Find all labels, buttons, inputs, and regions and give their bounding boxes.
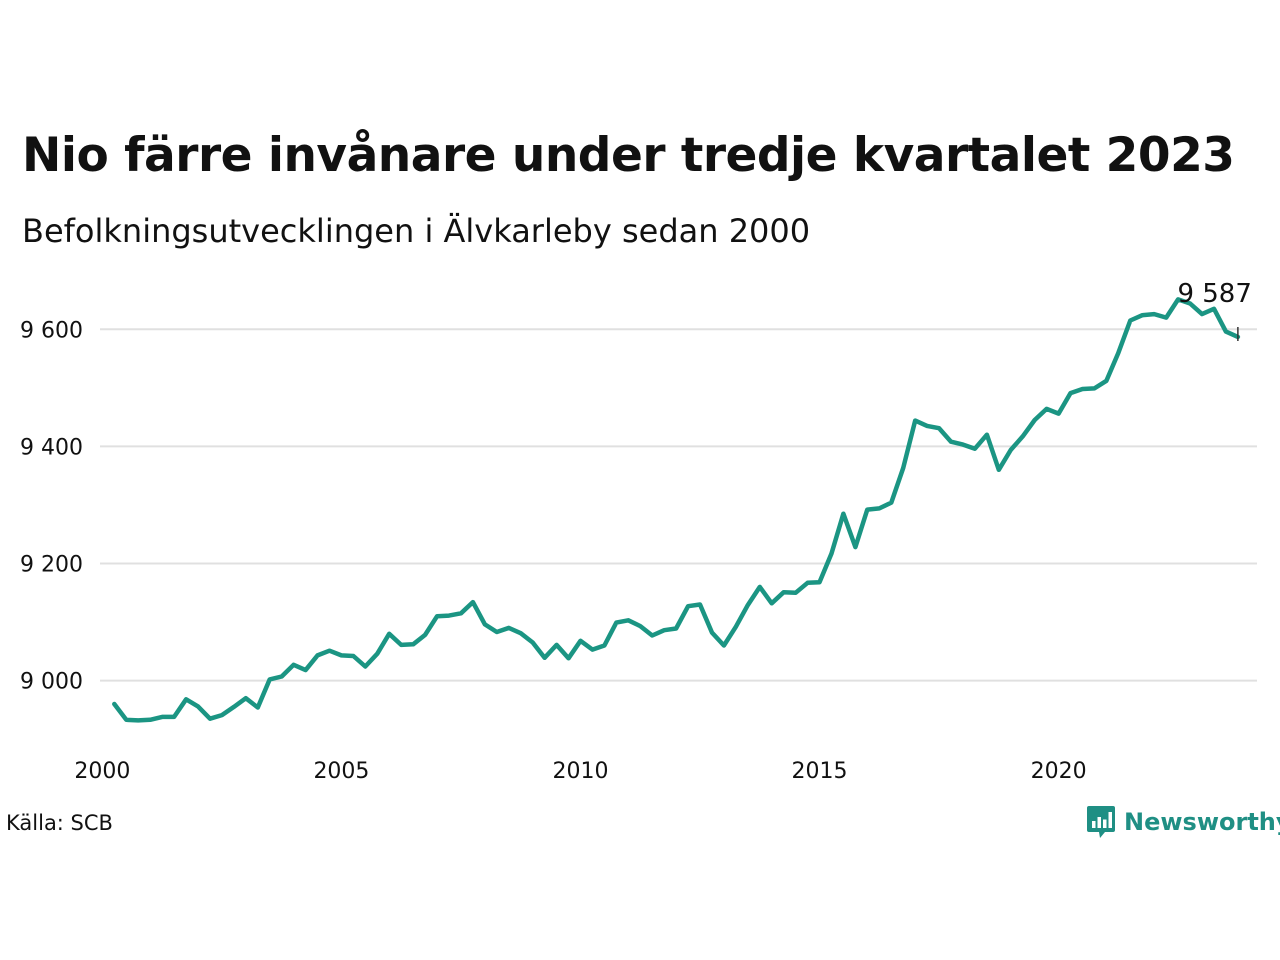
series-layer — [112, 297, 1241, 723]
y-axis-ticks: 9 000 9 200 9 400 9 600 — [20, 318, 83, 694]
end-label-layer: 9 587 — [1177, 279, 1252, 341]
y-tick-label: 9 400 — [20, 435, 83, 460]
source-note: Källa: SCB — [6, 811, 113, 835]
x-axis-ticks: 2000 2005 2010 2015 2020 — [74, 759, 1086, 784]
brand-name: Newsworthy — [1124, 808, 1280, 836]
series-line-0 — [112, 297, 1241, 723]
bar-chart-bubble-icon — [1087, 806, 1115, 838]
y-tick-label: 9 000 — [20, 670, 83, 695]
grid-lines — [100, 328, 1257, 682]
end-value-label: 9 587 — [1177, 279, 1251, 309]
x-tick-label: 2005 — [313, 759, 369, 784]
chart-subtitle: Befolkningsutvecklingen i Älvkarleby sed… — [22, 212, 811, 250]
x-tick-label: 2000 — [74, 759, 130, 784]
chart-title: Nio färre invånare under tredje kvartale… — [22, 128, 1235, 183]
x-tick-label: 2020 — [1031, 759, 1087, 784]
x-tick-label: 2010 — [552, 759, 608, 784]
y-tick-label: 9 600 — [20, 318, 83, 343]
y-tick-label: 9 200 — [20, 552, 83, 577]
newsworthy-logo: Newsworthy — [1086, 804, 1280, 840]
x-tick-label: 2015 — [792, 759, 848, 784]
